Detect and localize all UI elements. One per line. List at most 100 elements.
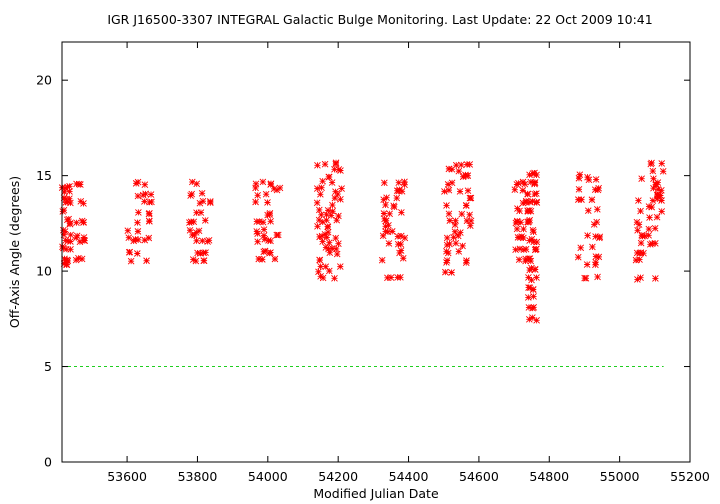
data-point — [254, 230, 261, 237]
data-point — [61, 228, 69, 235]
data-point — [529, 197, 536, 205]
data-point — [645, 203, 653, 210]
data-point — [448, 179, 456, 187]
data-point — [205, 237, 213, 244]
data-point — [467, 194, 475, 202]
data-point — [641, 232, 649, 240]
data-point — [462, 172, 470, 180]
data-point — [65, 215, 72, 223]
data-point — [139, 191, 147, 199]
data-point — [512, 246, 519, 253]
data-point — [61, 184, 69, 192]
data-point — [528, 264, 535, 272]
data-point — [654, 179, 662, 186]
data-point — [331, 274, 338, 282]
x-tick-label: 54400 — [389, 469, 429, 484]
data-point — [66, 195, 73, 203]
data-point — [589, 243, 596, 251]
data-point — [520, 225, 527, 233]
data-point — [459, 173, 467, 181]
data-point — [525, 284, 532, 291]
data-point — [576, 171, 584, 178]
y-tick-label: 5 — [44, 359, 52, 374]
data-point — [321, 231, 329, 238]
data-point — [318, 232, 326, 240]
data-point — [78, 255, 86, 263]
data-point — [332, 245, 340, 253]
data-point — [531, 180, 538, 188]
data-point — [261, 235, 269, 243]
data-point — [63, 257, 70, 264]
data-point — [276, 184, 284, 192]
data-point — [645, 225, 653, 233]
data-point — [653, 213, 661, 221]
data-point — [186, 226, 194, 234]
data-point — [533, 317, 540, 324]
data-point — [446, 217, 454, 224]
data-point — [457, 161, 465, 169]
data-point — [532, 245, 540, 253]
x-tick-label: 54600 — [459, 469, 499, 484]
data-point — [323, 211, 330, 219]
data-point — [73, 219, 80, 227]
data-point — [634, 276, 641, 283]
data-point — [393, 194, 401, 202]
data-point — [325, 267, 333, 275]
data-point — [133, 250, 141, 257]
data-point — [401, 178, 408, 186]
data-point — [60, 231, 68, 238]
data-point — [658, 197, 665, 204]
data-point — [258, 256, 266, 263]
data-point — [145, 210, 153, 218]
data-point — [267, 237, 274, 245]
data-point — [638, 231, 646, 239]
data-point — [592, 233, 599, 240]
x-tick-label: 53600 — [107, 469, 147, 484]
data-point — [60, 260, 68, 267]
data-point — [314, 222, 321, 230]
data-point — [260, 232, 268, 239]
data-point — [264, 211, 271, 219]
data-point — [650, 175, 657, 183]
data-point — [193, 180, 201, 188]
y-tick-labels: 0 5 10 15 20 — [36, 73, 52, 470]
data-point — [195, 227, 203, 235]
data-point — [511, 186, 519, 194]
data-point — [584, 207, 592, 215]
data-point — [516, 207, 523, 215]
data-point — [454, 232, 462, 240]
data-point — [650, 184, 657, 192]
data-point — [632, 256, 640, 264]
data-point — [646, 214, 653, 221]
data-point — [126, 248, 134, 256]
data-point — [517, 218, 525, 226]
data-point — [76, 238, 84, 246]
data-point — [450, 234, 457, 241]
data-point — [397, 273, 404, 281]
data-point — [198, 189, 206, 197]
data-point — [637, 274, 644, 281]
data-point — [202, 249, 209, 256]
data-point — [386, 210, 393, 218]
data-point — [464, 187, 472, 195]
data-point — [329, 207, 336, 215]
data-point — [527, 178, 535, 186]
data-point — [528, 235, 536, 243]
data-point — [63, 261, 70, 269]
data-point — [317, 263, 324, 270]
data-point — [578, 196, 585, 203]
data-point — [197, 250, 204, 257]
data-point — [323, 216, 330, 224]
data-point — [531, 179, 539, 186]
data-point — [529, 226, 537, 234]
data-point — [192, 229, 200, 236]
data-point — [266, 249, 273, 257]
data-point — [395, 179, 403, 186]
data-point — [316, 256, 323, 264]
data-point — [452, 239, 460, 247]
data-point — [444, 181, 452, 188]
data-point — [333, 216, 341, 224]
chart-title: IGR J16500-3307 INTEGRAL Galactic Bulge … — [107, 12, 652, 27]
data-point — [592, 176, 600, 183]
data-point — [590, 221, 598, 228]
